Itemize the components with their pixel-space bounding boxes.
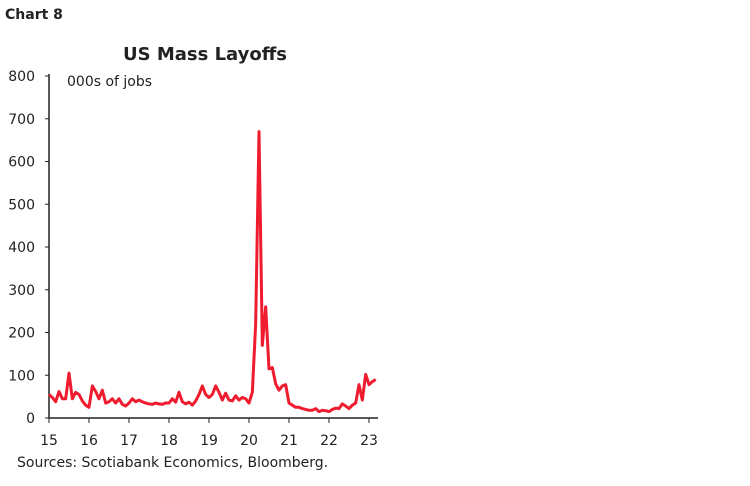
x-tick-label: 18 — [160, 433, 178, 449]
y-tick-label: 500 — [8, 197, 35, 213]
chart-title: US Mass Layoffs — [122, 44, 288, 65]
y-tick-label: 100 — [8, 368, 35, 384]
series-line — [47, 130, 377, 414]
y-tick-label: 0 — [26, 411, 35, 427]
source-note: Sources: Scotiabank Economics, Bloomberg… — [17, 455, 329, 471]
y-tick-label: 400 — [8, 240, 35, 256]
x-tick-label: 19 — [200, 433, 218, 449]
x-tick-label: 16 — [80, 433, 98, 449]
y-tick-label: 800 — [8, 69, 35, 85]
x-tick-label: 15 — [40, 433, 58, 449]
y-tick-label: 300 — [8, 283, 35, 299]
y-tick-label: 200 — [8, 326, 35, 342]
x-tick-label: 22 — [320, 433, 338, 449]
x-tick-label: 17 — [120, 433, 138, 449]
x-tick-label: 20 — [240, 433, 258, 449]
y-tick-label: 600 — [8, 155, 35, 171]
x-tick-label: 23 — [360, 433, 378, 449]
y-axis-unit-label: 000s of jobs — [67, 74, 153, 90]
x-tick-label: 21 — [280, 433, 298, 449]
y-tick-label: 700 — [8, 112, 35, 128]
chart-number-label: Chart 8 — [5, 7, 63, 23]
